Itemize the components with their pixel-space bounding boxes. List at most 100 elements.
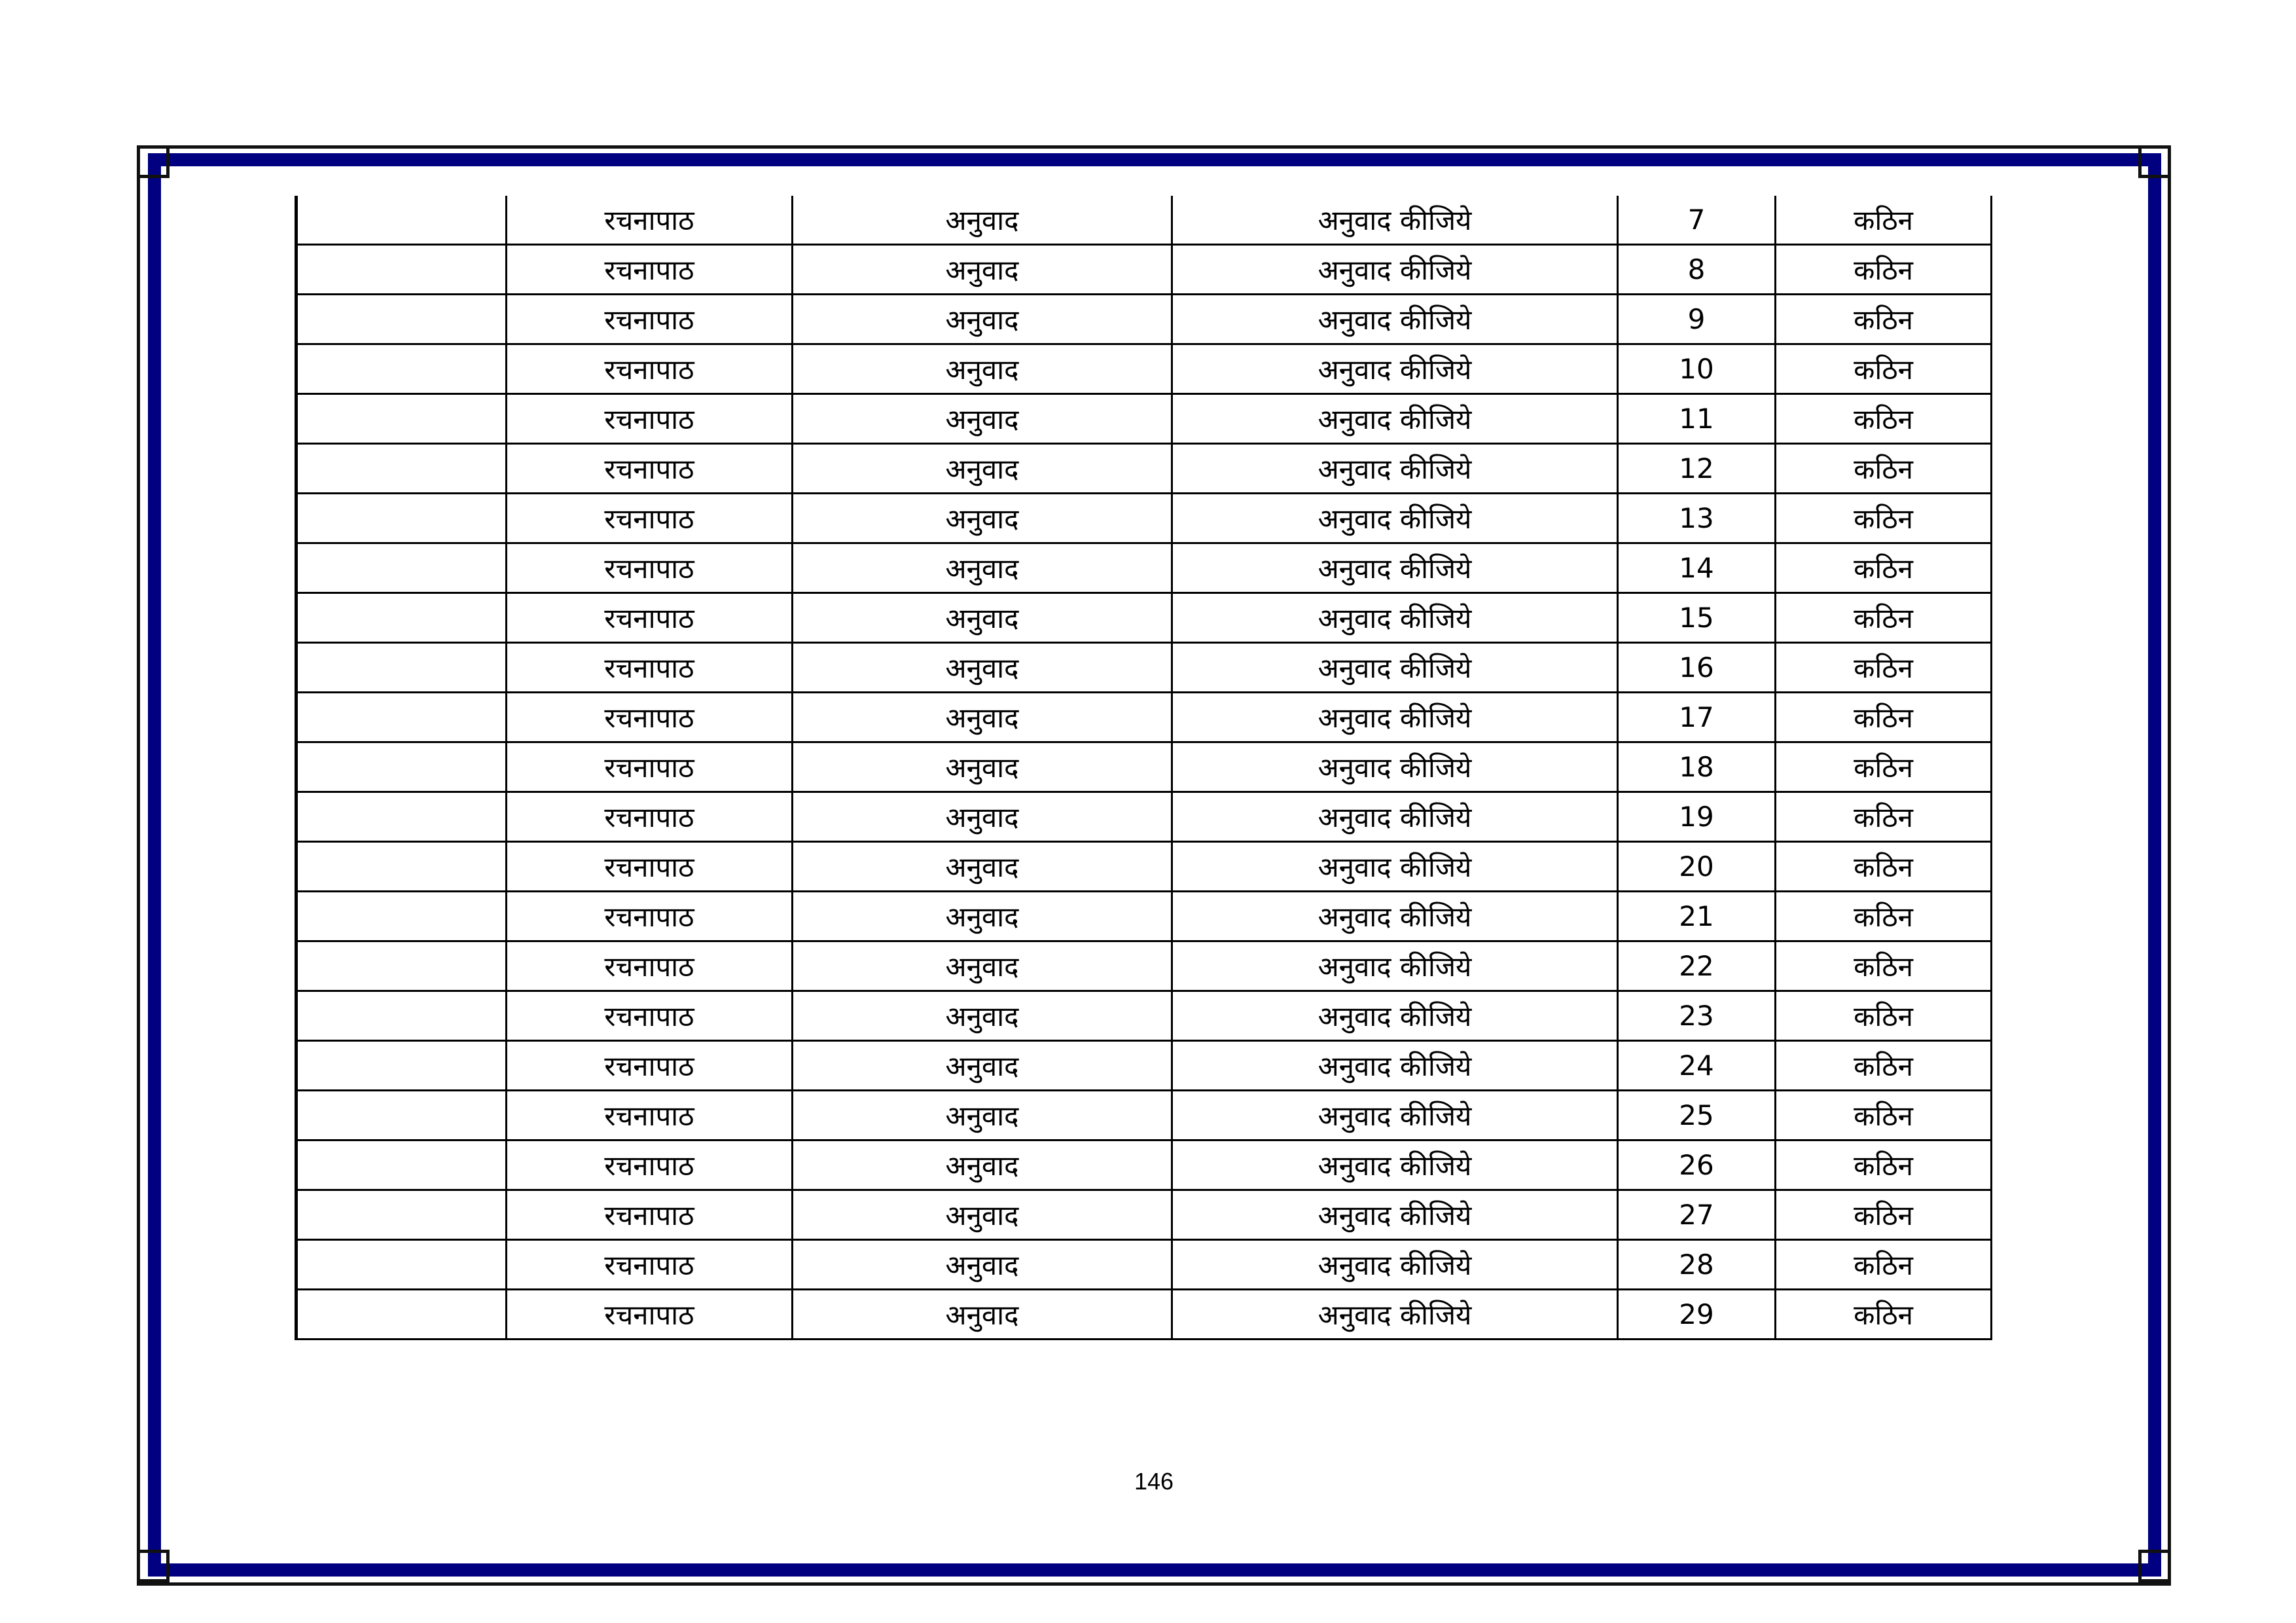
difficulty-cell: कठिन <box>1774 293 1992 345</box>
section-cell: रचनापाठ <box>505 293 793 345</box>
table-row: रचनापाठ अनुवाद अनुवाद कीजिये 24 कठिन <box>295 1040 1992 1091</box>
table-row: रचनापाठ अनुवाद अनुवाद कीजिये 16 कठिन <box>295 642 1992 693</box>
number-cell: 27 <box>1617 1189 1776 1241</box>
section-cell: रचनापाठ <box>505 1089 793 1141</box>
section-cell: रचनापाठ <box>505 890 793 942</box>
blank-cell <box>295 741 507 793</box>
blank-cell <box>295 1139 507 1191</box>
question-cell: अनुवाद कीजिये <box>1171 492 1619 544</box>
question-cell: अनुवाद कीजिये <box>1171 244 1619 295</box>
question-cell: अनुवाद कीजिये <box>1171 293 1619 345</box>
question-cell: अनुवाद कीजिये <box>1171 691 1619 743</box>
question-table: रचनापाठ अनुवाद अनुवाद कीजिये 7 कठिन रचनापाठ अन… <box>295 196 1992 1340</box>
topic-cell: अनुवाद <box>791 1288 1173 1340</box>
section-cell: रचनापाठ <box>505 443 793 494</box>
table-row: रचनापाठ अनुवाद अनुवाद कीजिये 29 कठिन <box>295 1288 1992 1340</box>
topic-cell: अनुवाद <box>791 642 1173 693</box>
difficulty-cell: कठिन <box>1774 443 1992 494</box>
page-border-band <box>148 153 2161 1577</box>
number-cell: 14 <box>1617 542 1776 594</box>
table-row: रचनापाठ अनुवाद अनुवाद कीजिये 15 कठिन <box>295 592 1992 644</box>
topic-cell: अनुवाद <box>791 1189 1173 1241</box>
blank-cell <box>295 343 507 395</box>
topic-cell: अनुवाद <box>791 592 1173 644</box>
topic-cell: अनुवाद <box>791 393 1173 445</box>
section-cell: रचनापाठ <box>505 990 793 1042</box>
difficulty-cell: कठिन <box>1774 196 1992 246</box>
table-row: रचनापाठ अनुवाद अनुवाद कीजिये 22 कठिन <box>295 940 1992 992</box>
topic-cell: अनुवाद <box>791 741 1173 793</box>
difficulty-cell: कठिन <box>1774 990 1992 1042</box>
table-row: रचनापाठ अनुवाद अनुवाद कीजिये 14 कठिन <box>295 542 1992 594</box>
blank-cell <box>295 1089 507 1141</box>
difficulty-cell: कठिन <box>1774 1040 1992 1091</box>
question-cell: अनुवाद कीजिये <box>1171 940 1619 992</box>
difficulty-cell: कठिन <box>1774 492 1992 544</box>
section-cell: रचनापाठ <box>505 1139 793 1191</box>
number-cell: 24 <box>1617 1040 1776 1091</box>
table-row: रचनापाठ अनुवाद अनुवाद कीजिये 13 कठिन <box>295 492 1992 544</box>
section-cell: रचनापाठ <box>505 592 793 644</box>
number-cell: 15 <box>1617 592 1776 644</box>
topic-cell: अनुवाद <box>791 1139 1173 1191</box>
section-cell: रचनापाठ <box>505 244 793 295</box>
blank-cell <box>295 492 507 544</box>
section-cell: रचनापाठ <box>505 492 793 544</box>
topic-cell: अनुवाद <box>791 244 1173 295</box>
table-row: रचनापाठ अनुवाद अनुवाद कीजिये 20 कठिन <box>295 841 1992 892</box>
table-row: रचनापाठ अनुवाद अनुवाद कीजिये 27 कठिन <box>295 1189 1992 1241</box>
difficulty-cell: कठिन <box>1774 1139 1992 1191</box>
section-cell: रचनापाठ <box>505 791 793 843</box>
blank-cell <box>295 244 507 295</box>
topic-cell: अनुवाद <box>791 841 1173 892</box>
question-cell: अनुवाद कीजिये <box>1171 841 1619 892</box>
difficulty-cell: कठिन <box>1774 1239 1992 1290</box>
question-cell: अनुवाद कीजिये <box>1171 393 1619 445</box>
topic-cell: अनुवाद <box>791 990 1173 1042</box>
question-cell: अनुवाद कीजिये <box>1171 196 1619 246</box>
question-cell: अनुवाद कीजिये <box>1171 443 1619 494</box>
table-row: रचनापाठ अनुवाद अनुवाद कीजिये 11 कठिन <box>295 393 1992 445</box>
topic-cell: अनुवाद <box>791 791 1173 843</box>
topic-cell: अनुवाद <box>791 1040 1173 1091</box>
table-row: रचनापाठ अनुवाद अनुवाद कीजिये 7 कठिन <box>295 196 1992 246</box>
question-cell: अनुवाद कीजिये <box>1171 1189 1619 1241</box>
question-cell: अनुवाद कीजिये <box>1171 1040 1619 1091</box>
number-cell: 22 <box>1617 940 1776 992</box>
number-cell: 13 <box>1617 492 1776 544</box>
question-cell: अनुवाद कीजिये <box>1171 642 1619 693</box>
section-cell: रचनापाठ <box>505 1040 793 1091</box>
topic-cell: अनुवाद <box>791 1239 1173 1290</box>
topic-cell: अनुवाद <box>791 1089 1173 1141</box>
number-cell: 11 <box>1617 393 1776 445</box>
number-cell: 29 <box>1617 1288 1776 1340</box>
blank-cell <box>295 890 507 942</box>
difficulty-cell: कठिन <box>1774 841 1992 892</box>
blank-cell <box>295 542 507 594</box>
number-cell: 20 <box>1617 841 1776 892</box>
question-cell: अनुवाद कीजिये <box>1171 890 1619 942</box>
question-cell: अनुवाद कीजिये <box>1171 1239 1619 1290</box>
blank-cell <box>295 1239 507 1290</box>
difficulty-cell: कठिन <box>1774 1189 1992 1241</box>
section-cell: रचनापाठ <box>505 343 793 395</box>
number-cell: 23 <box>1617 990 1776 1042</box>
question-cell: अनुवाद कीजिये <box>1171 1139 1619 1191</box>
page-border-outer-line <box>137 145 2171 1586</box>
border-corner-ornament <box>2138 145 2171 178</box>
blank-cell <box>295 841 507 892</box>
question-cell: अनुवाद कीजिये <box>1171 1089 1619 1141</box>
section-cell: रचनापाठ <box>505 1189 793 1241</box>
question-cell: अनुवाद कीजिये <box>1171 343 1619 395</box>
blank-cell <box>295 990 507 1042</box>
question-cell: अनुवाद कीजिये <box>1171 1288 1619 1340</box>
difficulty-cell: कठिन <box>1774 791 1992 843</box>
number-cell: 10 <box>1617 343 1776 395</box>
section-cell: रचनापाठ <box>505 841 793 892</box>
number-cell: 28 <box>1617 1239 1776 1290</box>
table-row: रचनापाठ अनुवाद अनुवाद कीजिये 23 कठिन <box>295 990 1992 1042</box>
difficulty-cell: कठिन <box>1774 244 1992 295</box>
question-cell: अनुवाद कीजिये <box>1171 990 1619 1042</box>
difficulty-cell: कठिन <box>1774 741 1992 793</box>
section-cell: रचनापाठ <box>505 542 793 594</box>
